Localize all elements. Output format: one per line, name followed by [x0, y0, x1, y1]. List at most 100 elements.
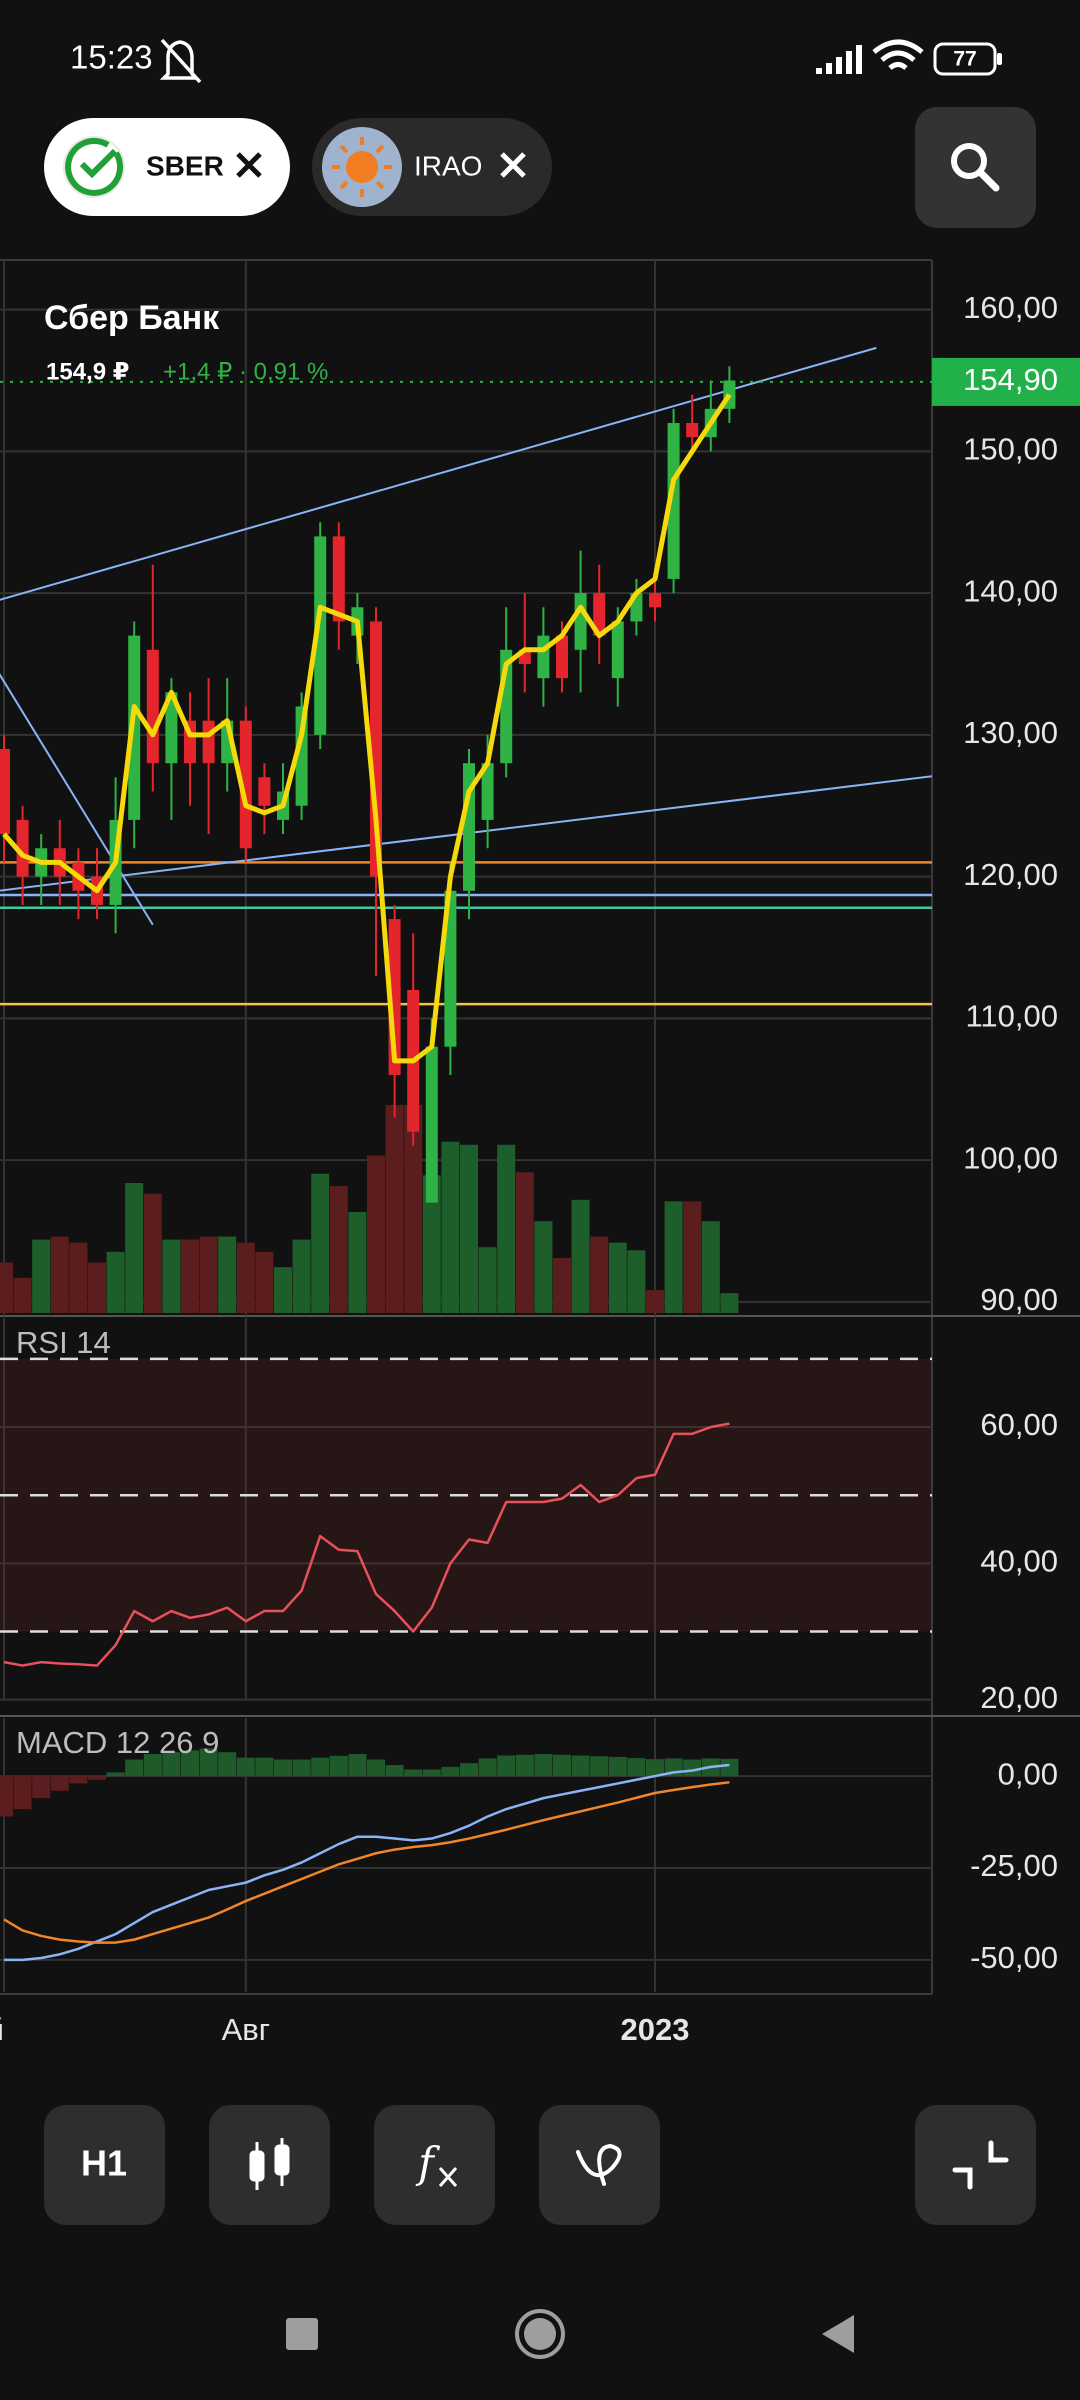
chart-frame [0, 259, 1080, 1995]
volume-bar [106, 1251, 125, 1313]
close-icon[interactable] [236, 152, 262, 178]
interval-label: H1 [81, 2143, 127, 2184]
macd-histogram-bar [460, 1763, 478, 1777]
nav-recents[interactable] [286, 2318, 318, 2350]
macd-line [4, 1763, 730, 1962]
macd-histogram-bar [218, 1752, 237, 1777]
volume-bar [274, 1267, 292, 1313]
nav-home[interactable] [515, 2309, 565, 2359]
macd-histogram-bar [255, 1757, 274, 1777]
macd-title: MACD 12 26 9 [16, 1725, 219, 1760]
y-tick-label: 120,00 [963, 857, 1058, 892]
volume-bar [720, 1293, 739, 1313]
interval-button[interactable]: H1 [44, 2105, 165, 2225]
macd-histogram-bar [292, 1759, 311, 1777]
search-button[interactable] [915, 107, 1036, 228]
y-tick-label: 60,00 [980, 1407, 1058, 1442]
rsi-title: RSI 14 [16, 1325, 111, 1360]
y-tick-label: 90,00 [980, 1282, 1058, 1317]
signal-line [3, 1781, 730, 1944]
macd-histogram-bar [32, 1776, 51, 1799]
macd-histogram-bar [106, 1772, 125, 1777]
bell-off-icon [159, 38, 202, 84]
collapse-button[interactable] [915, 2105, 1036, 2225]
macd-histogram-bar [534, 1754, 553, 1777]
tab-label: SBER [146, 150, 224, 181]
volume-bar [311, 1173, 330, 1313]
candle-body [0, 749, 10, 835]
y-tick-label: -50,00 [970, 1940, 1058, 1975]
macd-histogram-bar [236, 1757, 255, 1777]
candle-body [425, 1046, 438, 1203]
candle-body [556, 635, 568, 679]
macd-histogram-bar [348, 1754, 367, 1777]
y-tick-label: 150,00 [963, 432, 1058, 467]
plot-area [0, 260, 932, 1992]
candle-body [332, 536, 345, 622]
volume-bar [385, 1105, 404, 1313]
trend-line [0, 673, 154, 926]
x-tick-label: ай [0, 2012, 4, 2047]
y-tick-label: 20,00 [980, 1680, 1058, 1715]
drawing-button[interactable] [539, 2105, 660, 2225]
candle-body [165, 692, 178, 764]
macd-histogram-bar [88, 1776, 106, 1780]
volume-bar [255, 1251, 274, 1313]
chart-layer: 160,00 150,00 140,00 130,00 120,00 110,00 100,… [0, 260, 1080, 2047]
macd-histogram-bar [143, 1754, 162, 1777]
macd-histogram-bar [683, 1759, 702, 1777]
battery-icon: 77 [933, 42, 1002, 76]
volume-bar [534, 1221, 553, 1313]
candle-body [611, 621, 624, 679]
macd-histogram-bar [422, 1769, 441, 1777]
volume-bar [218, 1236, 237, 1313]
volume-bar [553, 1257, 571, 1313]
candle-body [537, 635, 550, 679]
candle-body [667, 423, 680, 579]
macd-histogram-bar [125, 1759, 144, 1777]
macd-histogram-bar [608, 1756, 627, 1777]
volume-bar [422, 1175, 441, 1313]
volume-bar [701, 1221, 720, 1313]
y-tick-label: -25,00 [970, 1848, 1058, 1883]
macd-histogram-bar [385, 1765, 404, 1777]
volume-bar [404, 1105, 423, 1313]
volume-bar [69, 1242, 88, 1313]
macd-histogram-bar [181, 1750, 199, 1777]
macd-histogram-bar [478, 1758, 497, 1777]
macd-histogram-bar [515, 1754, 534, 1777]
volume-bar [236, 1242, 255, 1313]
close-icon[interactable] [500, 152, 526, 178]
macd-histogram-bar [367, 1759, 385, 1777]
macd-histogram-bar [274, 1759, 292, 1777]
chart-type-button[interactable] [209, 2105, 330, 2225]
last-price-box [932, 357, 1080, 406]
volume-bar [0, 1262, 13, 1313]
macd-histogram-bar [590, 1756, 609, 1777]
y-tick-label: 110,00 [965, 999, 1058, 1034]
tab-irao[interactable]: IRAO [312, 118, 552, 216]
indicators-button[interactable]: f [374, 2105, 495, 2225]
volume-bar [460, 1144, 478, 1313]
candle-body [649, 593, 661, 608]
chart-title: Сбер Банк [44, 299, 220, 337]
macd-histogram-bar [571, 1755, 590, 1777]
volume-bar [162, 1239, 181, 1313]
macd-histogram-bar [404, 1769, 423, 1777]
y-tick-label: 160,00 [963, 290, 1058, 325]
nav-back[interactable] [822, 2315, 854, 2353]
tab-sber[interactable]: SBER [44, 118, 290, 216]
macd-histogram-bar [13, 1776, 32, 1810]
volume-bar [13, 1277, 32, 1313]
volume-bar [367, 1155, 385, 1313]
volume-bar [664, 1201, 683, 1313]
y-tick-label: 0,00 [998, 1756, 1058, 1791]
candle-body [202, 720, 215, 764]
candle-body [239, 720, 252, 849]
volume-bar [515, 1172, 534, 1313]
candle-body [128, 635, 141, 820]
x-tick-label: 2023 [621, 2012, 690, 2047]
price-label: 154,9 ₽ [46, 358, 129, 385]
